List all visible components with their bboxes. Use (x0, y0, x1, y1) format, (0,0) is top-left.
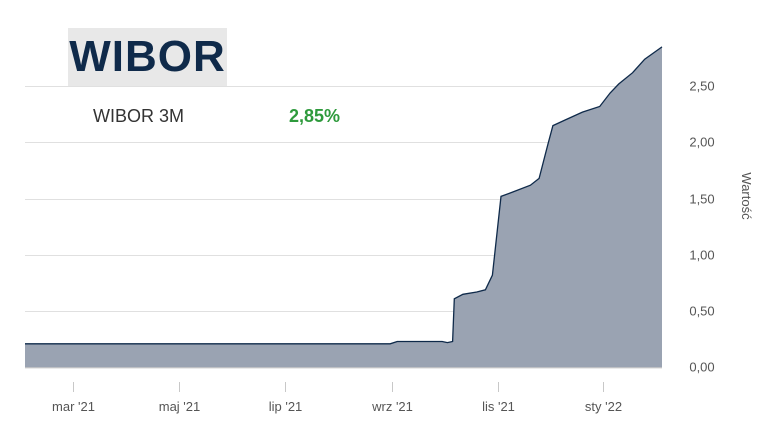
x-tick-label: maj '21 (159, 399, 201, 414)
legend-series-name: WIBOR 3M (93, 106, 185, 126)
y-axis-label: Wartość (739, 172, 754, 220)
y-tick-label: 1,00 (689, 248, 714, 263)
y-tick-label: 2,50 (689, 79, 714, 94)
y-tick-label: 0,50 (689, 304, 714, 319)
series-line (25, 46, 663, 345)
series-area (25, 46, 663, 368)
x-tick-label: lis '21 (482, 399, 515, 414)
x-tick-label: wrz '21 (371, 399, 413, 414)
y-tick-label: 2,00 (689, 135, 714, 150)
legend: WIBOR 3M 2,85% (82, 98, 344, 136)
x-tick-label: mar '21 (52, 399, 95, 414)
y-tick-label: 1,50 (689, 192, 714, 207)
axes: 0,00 0,50 1,00 1,50 2,00 2,50 mar '21 maj '21 li… (25, 79, 715, 414)
logo-text: WIBOR (69, 32, 226, 81)
legend-latest-value: 2,85% (289, 106, 341, 126)
x-tick-label: sty '22 (585, 399, 622, 414)
wibor-logo: WIBOR (68, 28, 227, 86)
x-tick-label: lip '21 (269, 399, 303, 414)
y-tick-label: 0,00 (689, 360, 714, 375)
series-area-fill (25, 46, 662, 368)
